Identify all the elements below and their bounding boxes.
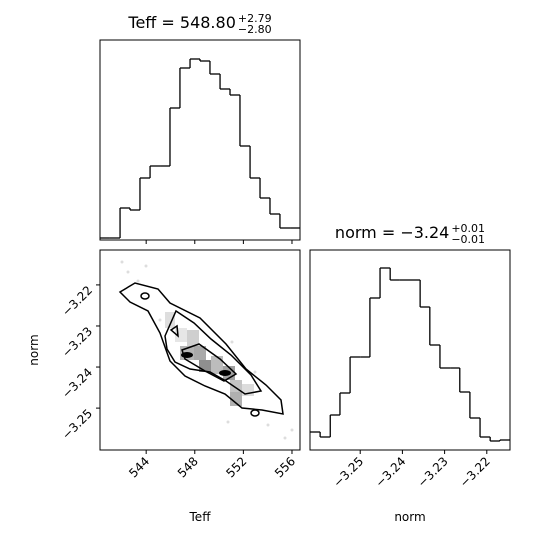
- panel-frame: [99, 39, 301, 241]
- panel-title: Teff = 548.80: [127, 13, 235, 32]
- contour-island: [169, 324, 179, 338]
- panel-frame: [309, 249, 511, 451]
- density-cell: [230, 392, 242, 406]
- sample-point: [266, 423, 270, 427]
- density-peaks: [181, 352, 231, 376]
- panel-title: norm = −3.24: [335, 223, 449, 242]
- density-cell: [194, 346, 206, 360]
- sample-point: [226, 420, 230, 424]
- x-axis-label: norm: [394, 510, 425, 524]
- density-peak: [219, 370, 231, 376]
- sample-point: [136, 279, 140, 283]
- density-peak: [181, 352, 193, 358]
- sample-point: [144, 264, 148, 268]
- title-error-plus: +0.01: [451, 222, 485, 235]
- contour-island: [140, 292, 150, 300]
- contours: [118, 282, 284, 417]
- sample-point: [253, 370, 257, 374]
- sample-point: [283, 436, 287, 440]
- title-error-plus: +2.79: [238, 12, 272, 25]
- sample-point: [230, 340, 234, 344]
- contour-middle: [164, 309, 263, 395]
- density-cell: [187, 330, 199, 346]
- title-error-minus: −2.80: [238, 23, 272, 36]
- density-cell: [211, 356, 223, 374]
- density-cell: [165, 312, 175, 328]
- sample-point: [290, 428, 294, 432]
- contour-outer: [118, 282, 284, 415]
- title-error-minus: −0.01: [451, 233, 485, 246]
- sample-point: [120, 260, 124, 264]
- contour-island: [250, 409, 260, 417]
- x-axis-label: Teff: [189, 510, 212, 524]
- sample-point: [158, 318, 162, 322]
- sample-point: [126, 270, 130, 274]
- y-axis-label: norm: [27, 334, 41, 365]
- contour-inner: [181, 343, 238, 382]
- panel-frame: [99, 249, 301, 451]
- scatter-points: [120, 260, 294, 440]
